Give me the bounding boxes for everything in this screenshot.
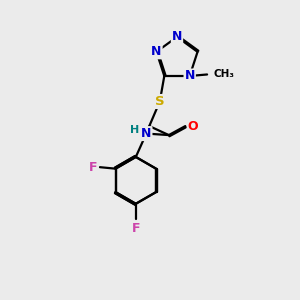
Text: F: F bbox=[89, 161, 98, 174]
Text: F: F bbox=[132, 222, 140, 235]
Text: N: N bbox=[184, 70, 195, 83]
Text: S: S bbox=[155, 95, 165, 108]
Text: N: N bbox=[151, 45, 162, 58]
Text: N: N bbox=[172, 30, 182, 44]
Text: O: O bbox=[188, 120, 198, 133]
Text: H: H bbox=[130, 125, 140, 135]
Text: N: N bbox=[141, 127, 152, 140]
Text: CH₃: CH₃ bbox=[213, 70, 234, 80]
